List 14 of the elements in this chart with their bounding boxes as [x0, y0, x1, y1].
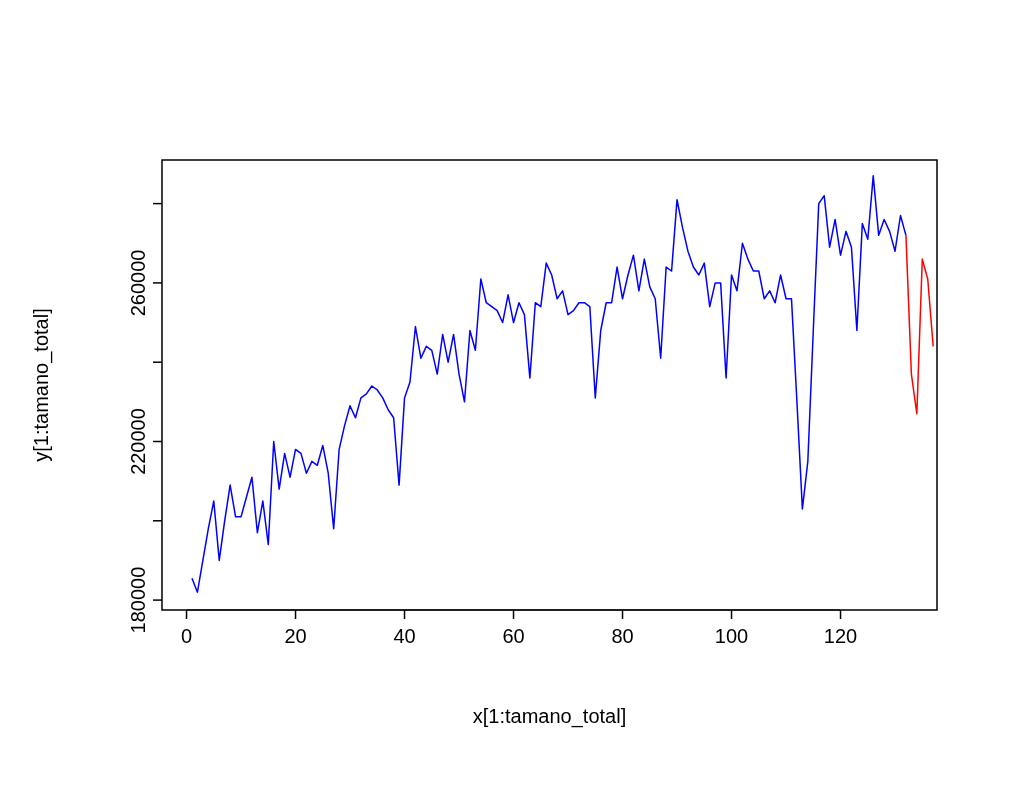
- line-series: [191, 175, 907, 593]
- y-tick-label: 220000: [127, 408, 149, 475]
- x-axis-title: x[1:tamano_total]: [472, 705, 627, 728]
- y-axis-title: y[1:tamano_total]: [30, 308, 53, 462]
- x-tick-label: 100: [714, 625, 749, 647]
- x-tick-label: 80: [611, 625, 634, 647]
- x-tick-label: 20: [284, 625, 307, 647]
- line-series: [905, 234, 934, 415]
- x-tick-label: 120: [823, 625, 858, 647]
- x-tick-label: 60: [502, 625, 525, 647]
- y-tick-label: 180000: [127, 566, 149, 634]
- x-tick-label: 40: [393, 625, 416, 647]
- x-tick-label: 0: [180, 625, 193, 647]
- y-tick-label: 260000: [127, 249, 149, 317]
